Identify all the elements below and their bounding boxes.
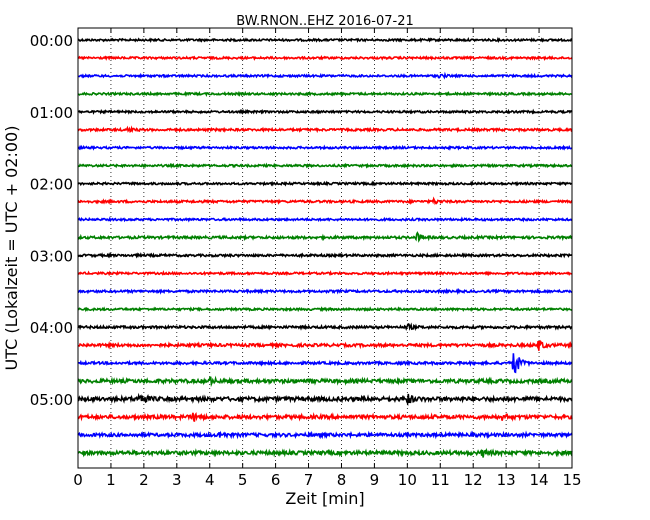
plot-frame: [77, 27, 573, 469]
trace-0045: [77, 90, 573, 98]
trace-0145: [77, 162, 573, 169]
trace-0315: [77, 270, 573, 277]
trace-0445: [77, 375, 573, 388]
trace-0415: [77, 339, 573, 351]
grid-layer: [110, 28, 540, 468]
x-tick-label: 7: [304, 471, 314, 489]
trace-0115: [77, 125, 573, 134]
x-tick-label: 6: [271, 471, 281, 489]
x-tick-label: 9: [370, 471, 380, 489]
trace-0100: [77, 108, 573, 115]
trace-0215: [77, 196, 573, 206]
chart-title: BW.RNON..EHZ 2016-07-21: [236, 14, 414, 29]
x-tick-label: 14: [530, 471, 549, 489]
x-tick-label: 2: [139, 471, 149, 489]
trace-0330: [77, 287, 573, 295]
x-tick-label: 15: [562, 471, 581, 489]
trace-0030: [77, 71, 573, 80]
x-tick-label: 4: [205, 471, 215, 489]
y-tick-label: 03:00: [30, 247, 73, 265]
tick-layer: 0 1 2 3 4 5 6 7 8 9 10 11 12 13 14 1500:0001:0002:0003:…: [30, 28, 582, 489]
y-tick-label: 04:00: [30, 319, 73, 337]
x-tick-label: 1: [106, 471, 116, 489]
y-tick-label: 02:00: [30, 176, 73, 194]
y-tick-label: 00:00: [30, 32, 73, 50]
x-tick-label: 5: [238, 471, 248, 489]
trace-0530: [77, 430, 573, 440]
trace-0500: [77, 392, 573, 407]
trace-0430: [77, 353, 573, 374]
x-tick-label: 0: [73, 471, 83, 489]
y-tick-label: 05:00: [30, 391, 73, 409]
x-tick-label: 13: [497, 471, 516, 489]
x-tick-label: 3: [172, 471, 182, 489]
x-axis-label: Zeit [min]: [285, 489, 364, 508]
trace-0400: [77, 322, 573, 332]
trace-0345: [78, 306, 573, 313]
trace-0130: [77, 144, 573, 151]
x-tick-label: 8: [337, 471, 347, 489]
trace-0545: [77, 447, 573, 458]
x-tick-label: 12: [464, 471, 483, 489]
y-tick-label: 01:00: [30, 104, 73, 122]
trace-0230: [77, 216, 573, 223]
trace-0000: [77, 36, 573, 44]
trace-0015: [77, 54, 573, 62]
trace-0245: [77, 231, 573, 243]
trace-0300: [77, 252, 573, 259]
x-tick-label: 10: [398, 471, 417, 489]
trace-layer: [77, 36, 573, 458]
trace-0515: [77, 412, 573, 422]
x-tick-label: 11: [431, 471, 450, 489]
trace-0200: [77, 180, 573, 187]
y-axis-label: UTC (Lokalzeit = UTC + 02:00): [2, 126, 21, 371]
